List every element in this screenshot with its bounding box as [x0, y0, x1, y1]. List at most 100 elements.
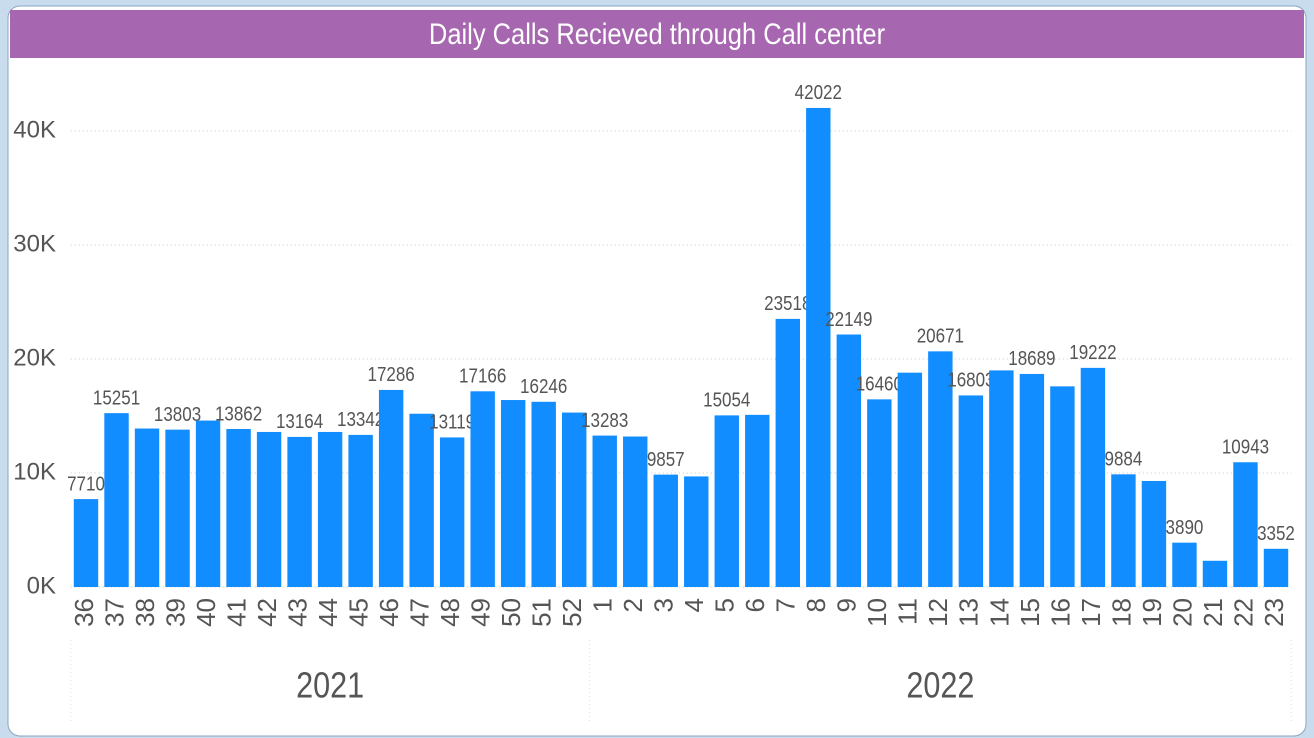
bar: [775, 318, 800, 587]
bar: [1111, 474, 1136, 587]
bar: [409, 413, 434, 587]
data-label: 9857: [647, 448, 685, 471]
data-label: 42022: [795, 81, 842, 104]
x-group-label: 2021: [296, 666, 364, 706]
data-label: 3890: [1166, 516, 1204, 539]
data-label: 22149: [825, 307, 872, 330]
data-label: 13803: [154, 403, 201, 426]
x-tick-label: 19: [1137, 598, 1167, 627]
x-tick-label: 49: [466, 598, 496, 627]
x-tick-label: 21: [1198, 598, 1228, 627]
x-tick-label: 6: [740, 598, 770, 612]
data-label: 23518: [764, 292, 811, 315]
x-tick-label: 50: [496, 598, 526, 627]
bar: [806, 107, 831, 587]
bar: [1019, 373, 1045, 587]
x-tick-label: 16: [1045, 598, 1075, 627]
data-label: 13283: [581, 409, 628, 432]
bar: [989, 370, 1014, 587]
bar: [958, 395, 984, 587]
bar: [562, 412, 587, 587]
x-tick-label: 38: [130, 598, 160, 627]
data-label: 13119: [429, 410, 475, 433]
x-tick-label: 1: [588, 598, 618, 612]
x-tick-label: 47: [405, 598, 435, 627]
bar: [226, 428, 251, 587]
x-tick-label: 37: [99, 598, 129, 627]
data-label: 18689: [1008, 347, 1055, 370]
y-tick-label: 20K: [13, 344, 56, 371]
x-tick-label: 2: [618, 598, 648, 612]
x-tick-label: 42: [252, 598, 282, 627]
x-tick-label: 15: [1015, 598, 1045, 627]
data-label: 16246: [520, 375, 567, 398]
bar: [867, 399, 892, 587]
x-tick-label: 5: [710, 598, 740, 612]
bar: [439, 437, 465, 587]
x-tick-label: 45: [343, 598, 373, 627]
x-tick-label: 46: [374, 598, 404, 627]
bar: [1202, 560, 1228, 587]
bar: [378, 389, 404, 587]
y-tick-label: 40K: [13, 116, 56, 143]
data-label: 15054: [703, 388, 750, 411]
bar: [287, 436, 312, 587]
bar: [623, 436, 648, 587]
data-label: 17286: [368, 363, 415, 386]
data-label: 17166: [459, 364, 506, 387]
bar: [1050, 386, 1075, 587]
x-tick-label: 13: [954, 598, 984, 627]
x-tick-label: 4: [679, 598, 709, 612]
x-tick-label: 48: [435, 598, 465, 627]
data-label: 15251: [93, 386, 140, 409]
data-label: 10943: [1222, 435, 1269, 458]
x-tick-label: 8: [801, 598, 831, 612]
bar: [592, 435, 617, 587]
x-tick-label: 43: [282, 598, 312, 627]
data-label: 19222: [1069, 341, 1116, 364]
chart-title: Daily Calls Recieved through Call center: [429, 17, 885, 50]
bar: [348, 434, 373, 587]
data-label: 13862: [215, 402, 262, 425]
bar: [317, 431, 343, 587]
bar: [836, 334, 862, 587]
x-tick-label: 10: [862, 598, 892, 627]
bar: [1080, 367, 1106, 587]
x-tick-label: 3: [649, 598, 679, 612]
data-label: 16460: [856, 372, 903, 395]
x-tick-label: 12: [923, 598, 953, 627]
bar: [653, 474, 678, 587]
bar: [256, 431, 282, 587]
bar: [684, 476, 709, 587]
data-label: 20671: [917, 324, 964, 347]
x-tick-label: 36: [69, 598, 99, 627]
bar: [73, 499, 99, 587]
bar: [1172, 542, 1197, 587]
data-label: 3352: [1257, 522, 1295, 545]
bar: [134, 428, 160, 587]
bar: [165, 429, 190, 587]
x-tick-label: 44: [313, 598, 343, 627]
x-tick-label: 18: [1106, 598, 1136, 627]
x-tick-label: 14: [984, 598, 1014, 627]
x-tick-label: 7: [771, 598, 801, 612]
x-tick-label: 11: [893, 598, 923, 625]
data-label: 13164: [276, 410, 323, 433]
x-tick-label: 41: [221, 598, 251, 627]
bar: [531, 401, 556, 587]
bar: [1233, 462, 1258, 587]
bar: [714, 415, 739, 587]
x-tick-label: 39: [160, 598, 190, 627]
bar: [928, 351, 953, 587]
bar: [195, 420, 221, 587]
data-label: 9884: [1105, 447, 1143, 470]
bar: [1263, 548, 1289, 587]
bar: [897, 372, 923, 587]
data-label: 7710: [67, 472, 105, 495]
x-tick-label: 17: [1076, 598, 1106, 627]
data-label: 16803: [947, 368, 994, 391]
data-label: 13342: [337, 408, 384, 431]
y-tick-label: 10K: [13, 458, 56, 485]
